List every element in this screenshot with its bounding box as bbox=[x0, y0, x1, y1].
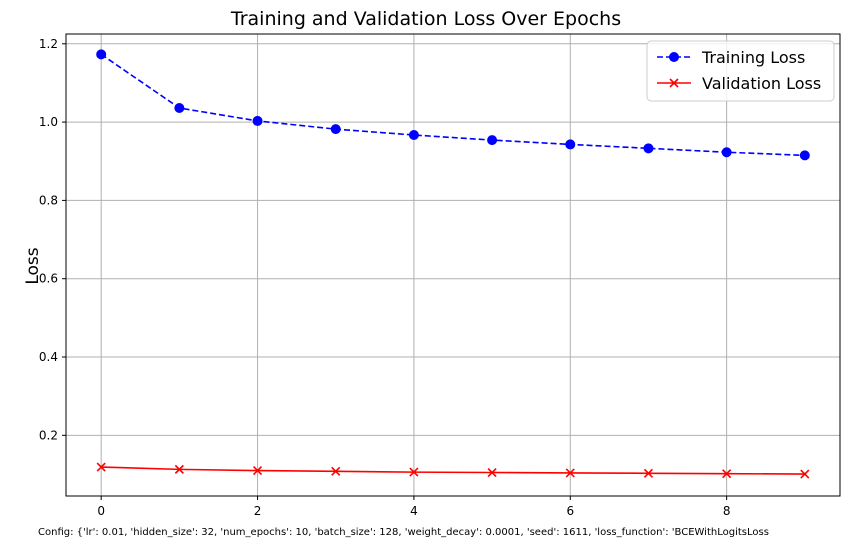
training-loss-point bbox=[565, 139, 576, 150]
y-axis-ticks: 0.2 0.4 0.6 0.8 1.0 1.2 bbox=[39, 37, 66, 442]
config-footer: Config: {'lr': 0.01, 'hidden_size': 32, … bbox=[38, 527, 769, 538]
grid-lines bbox=[66, 34, 840, 496]
validation-loss-point bbox=[252, 465, 263, 476]
y-tick-label: 1.2 bbox=[39, 37, 58, 51]
x-tick-label: 4 bbox=[410, 504, 418, 518]
validation-loss-point bbox=[565, 468, 575, 478]
validation-loss-point bbox=[800, 469, 810, 479]
legend-label: Validation Loss bbox=[702, 74, 821, 93]
training-loss-point bbox=[408, 130, 419, 141]
legend-swatch-marker bbox=[669, 52, 679, 62]
training-loss-line bbox=[100, 53, 805, 157]
legend-entry-validation-loss: Validation Loss bbox=[657, 74, 821, 93]
legend-label: Training Loss bbox=[701, 48, 805, 67]
legend-swatch-marker bbox=[669, 78, 679, 88]
y-tick-label: 0.2 bbox=[39, 428, 58, 442]
validation-loss-series bbox=[96, 462, 810, 479]
chart-title: Training and Validation Loss Over Epochs bbox=[230, 8, 621, 30]
y-tick-label: 0.4 bbox=[39, 350, 58, 364]
legend-box bbox=[646, 40, 835, 102]
validation-loss-point bbox=[96, 462, 106, 472]
validation-loss-point bbox=[331, 466, 341, 476]
legend-entry-training-loss: Training Loss bbox=[657, 48, 805, 67]
y-tick-label: 0.6 bbox=[39, 272, 58, 286]
x-tick-label: 2 bbox=[254, 504, 262, 518]
validation-loss-point bbox=[487, 467, 497, 478]
training-loss-series bbox=[96, 49, 810, 161]
plot-area-frame bbox=[65, 33, 841, 497]
validation-loss-point bbox=[722, 469, 732, 479]
series-layer bbox=[96, 49, 810, 479]
training-loss-point bbox=[252, 115, 263, 126]
training-loss-point bbox=[487, 135, 498, 146]
validation-loss-point bbox=[174, 464, 184, 474]
x-tick-label: 8 bbox=[723, 504, 731, 518]
y-tick-label: 0.8 bbox=[39, 193, 58, 207]
x-tick-label: 0 bbox=[97, 504, 105, 518]
legend: Training Loss Validation Loss bbox=[646, 40, 835, 102]
validation-loss-point bbox=[409, 467, 419, 477]
training-loss-point bbox=[96, 49, 107, 60]
training-loss-point bbox=[721, 147, 732, 158]
training-loss-point bbox=[643, 143, 654, 154]
y-tick-label: 1.0 bbox=[39, 115, 58, 129]
training-loss-point bbox=[799, 150, 810, 161]
validation-loss-line bbox=[101, 466, 805, 475]
training-loss-point bbox=[174, 102, 185, 113]
x-tick-label: 6 bbox=[566, 504, 574, 518]
x-axis-ticks: 0 2 4 6 8 bbox=[97, 496, 730, 518]
training-loss-point bbox=[330, 124, 341, 135]
y-axis-label: Loss bbox=[23, 247, 43, 284]
validation-loss-point bbox=[643, 468, 654, 478]
